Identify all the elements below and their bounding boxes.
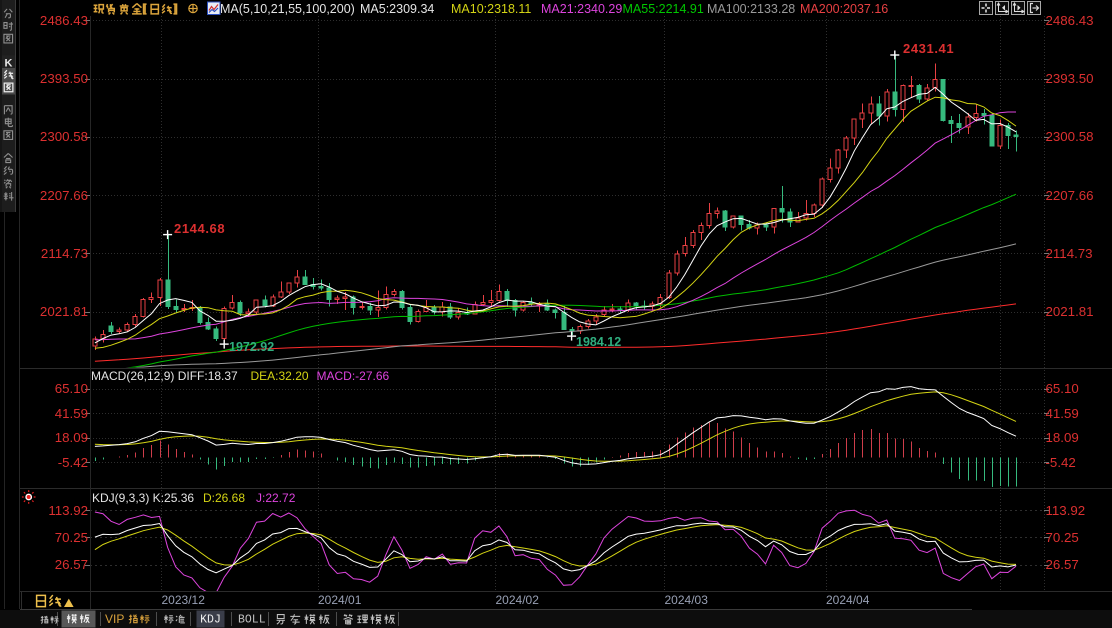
svg-text:KDJ: KDJ (200, 614, 221, 627)
svg-text:K: K (5, 58, 13, 70)
svg-text:BOLL: BOLL (238, 614, 266, 627)
svg-text:VIP: VIP (105, 612, 124, 626)
